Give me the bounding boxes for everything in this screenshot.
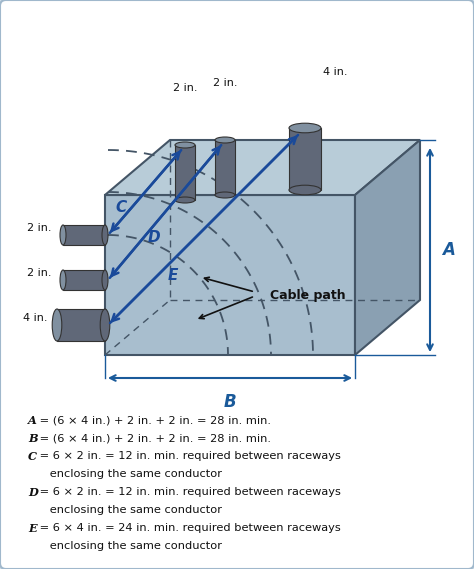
Text: = (6 × 4 in.) + 2 in. + 2 in. = 28 in. min.: = (6 × 4 in.) + 2 in. + 2 in. = 28 in. m…: [36, 415, 271, 425]
Polygon shape: [215, 140, 235, 195]
Text: E: E: [168, 267, 178, 282]
Ellipse shape: [175, 142, 195, 148]
Polygon shape: [63, 270, 105, 290]
Text: B: B: [28, 433, 37, 444]
Text: D: D: [28, 487, 38, 498]
Ellipse shape: [215, 192, 235, 198]
Text: 2 in.: 2 in.: [173, 83, 197, 93]
Ellipse shape: [175, 197, 195, 203]
Text: 4 in.: 4 in.: [323, 67, 347, 77]
Polygon shape: [175, 145, 195, 200]
Ellipse shape: [215, 137, 235, 143]
Ellipse shape: [60, 270, 66, 290]
Text: A: A: [442, 241, 455, 259]
Text: = 6 × 2 in. = 12 in. min. required between raceways: = 6 × 2 in. = 12 in. min. required betwe…: [36, 451, 341, 461]
Text: B: B: [224, 393, 237, 411]
Ellipse shape: [102, 270, 108, 290]
Polygon shape: [63, 225, 105, 245]
Text: E: E: [28, 523, 36, 534]
Text: = 6 × 2 in. = 12 in. min. required between raceways: = 6 × 2 in. = 12 in. min. required betwe…: [36, 487, 341, 497]
Text: C: C: [115, 200, 126, 215]
Text: A: A: [28, 415, 37, 426]
Ellipse shape: [102, 225, 108, 245]
Polygon shape: [105, 140, 420, 195]
Text: 2 in.: 2 in.: [27, 223, 52, 233]
Text: enclosing the same conductor: enclosing the same conductor: [28, 541, 222, 551]
Text: Cable path: Cable path: [270, 288, 346, 302]
Text: = 6 × 4 in. = 24 in. min. required between raceways: = 6 × 4 in. = 24 in. min. required betwe…: [36, 523, 341, 533]
Ellipse shape: [52, 309, 62, 341]
Polygon shape: [355, 140, 420, 355]
Polygon shape: [57, 309, 105, 341]
Text: C: C: [28, 451, 37, 462]
Text: D: D: [148, 229, 161, 245]
Ellipse shape: [60, 225, 66, 245]
Ellipse shape: [100, 309, 110, 341]
Polygon shape: [289, 128, 321, 190]
Polygon shape: [105, 195, 355, 355]
Ellipse shape: [289, 123, 321, 133]
Text: = (6 × 4 in.) + 2 in. + 2 in. = 28 in. min.: = (6 × 4 in.) + 2 in. + 2 in. = 28 in. m…: [36, 433, 271, 443]
Text: enclosing the same conductor: enclosing the same conductor: [28, 469, 222, 479]
Ellipse shape: [289, 185, 321, 195]
Text: 2 in.: 2 in.: [27, 268, 52, 278]
Text: 2 in.: 2 in.: [213, 78, 237, 88]
Text: 4 in.: 4 in.: [24, 313, 48, 323]
Text: enclosing the same conductor: enclosing the same conductor: [28, 505, 222, 515]
